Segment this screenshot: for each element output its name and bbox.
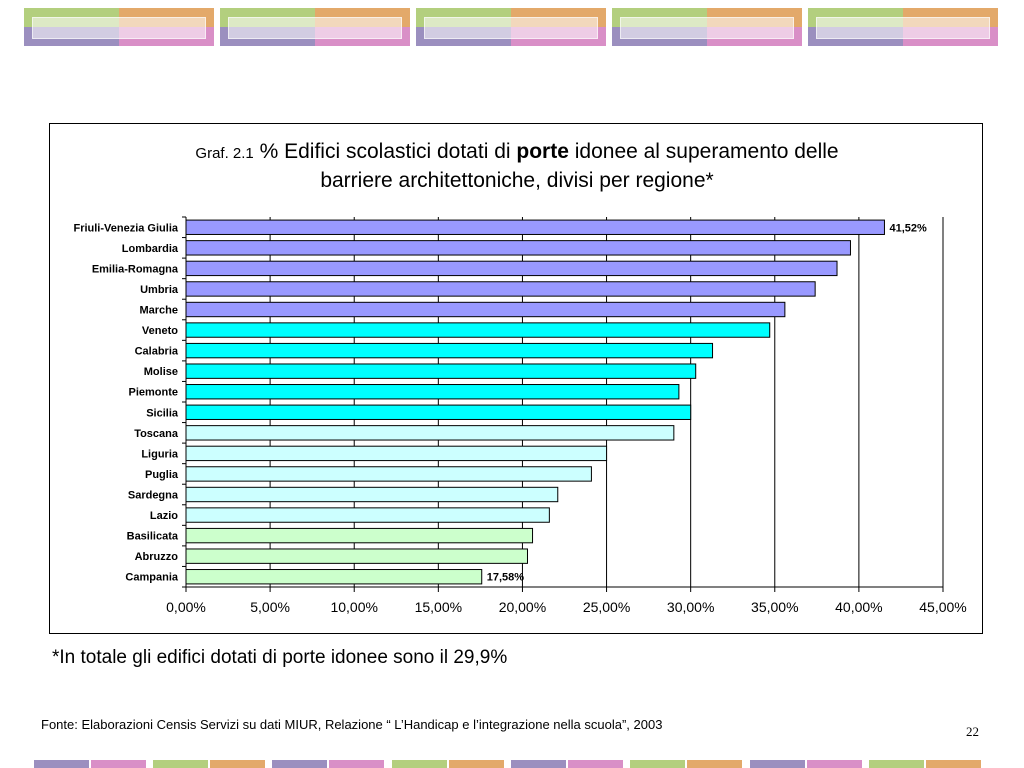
plot-area xyxy=(186,217,943,587)
bar xyxy=(185,240,851,256)
y-tick-label: Calabria xyxy=(135,346,179,358)
footer-bar xyxy=(449,760,504,768)
header-banner xyxy=(220,8,410,46)
bar xyxy=(185,260,838,277)
footer-bar xyxy=(687,760,742,768)
x-tick-label: 0,00% xyxy=(166,599,206,615)
chart-title-bold: porte xyxy=(516,140,569,163)
bar xyxy=(185,322,771,338)
page-number: 22 xyxy=(966,724,979,739)
y-tick-label: Abruzzo xyxy=(135,551,179,563)
x-tick-label: 10,00% xyxy=(330,599,377,615)
y-tick-label: Basilicata xyxy=(127,531,179,543)
bar xyxy=(185,548,528,564)
bar xyxy=(185,404,692,420)
bar xyxy=(185,486,559,503)
header-banner xyxy=(416,8,606,46)
data-label: 41,52% xyxy=(889,222,927,234)
footer-bar xyxy=(153,760,208,768)
x-tick-label: 15,00% xyxy=(415,599,462,615)
chart-title-line2: barriere architettoniche, divisi per reg… xyxy=(320,169,714,192)
x-tick-label: 40,00% xyxy=(835,599,882,615)
chart-title: Graf. 2.1 % Edifici scolastici dotati di… xyxy=(50,138,984,168)
bar xyxy=(185,219,885,235)
chart-title-part1: % Edifici scolastici dotati di xyxy=(259,140,511,163)
chart-frame: Graf. 2.1 % Edifici scolastici dotati di… xyxy=(49,123,983,634)
y-tick-label: Campania xyxy=(125,572,178,584)
footer-bar xyxy=(926,760,981,768)
header-banner xyxy=(808,8,998,46)
footer-bar xyxy=(630,760,685,768)
x-tick-label: 30,00% xyxy=(667,599,714,615)
footer-bar xyxy=(272,760,327,768)
x-tick-label: 25,00% xyxy=(583,599,630,615)
x-tick-label: 20,00% xyxy=(499,599,546,615)
y-tick-label: Friuli-Venezia Giulia xyxy=(73,222,178,234)
bar xyxy=(185,342,714,359)
bar xyxy=(185,445,608,462)
data-label: 17,58% xyxy=(487,572,525,584)
chart-title-part2: idonee al superamento delle xyxy=(574,140,839,163)
footnote: *In totale gli edifici dotati di porte i… xyxy=(52,647,508,668)
y-tick-label: Umbria xyxy=(140,284,179,296)
y-tick-label: Emilia-Romagna xyxy=(92,263,179,275)
x-tick-label: 5,00% xyxy=(250,599,290,615)
y-tick-label: Sicilia xyxy=(146,407,179,419)
footer-bar xyxy=(392,760,447,768)
bar xyxy=(185,281,816,297)
bar xyxy=(185,384,680,400)
bar xyxy=(185,425,675,441)
y-tick-label: Molise xyxy=(144,366,178,378)
footer-bar xyxy=(34,760,89,768)
bar xyxy=(185,301,786,318)
footer-bar xyxy=(869,760,924,768)
y-tick-label: Liguria xyxy=(141,448,179,460)
footer-bar xyxy=(210,760,265,768)
footer-bar xyxy=(568,760,623,768)
y-tick-label: Lazio xyxy=(150,510,178,522)
x-tick-label: 35,00% xyxy=(751,599,798,615)
y-tick-label: Veneto xyxy=(142,325,178,337)
y-tick-label: Toscana xyxy=(134,428,179,440)
bar xyxy=(185,569,483,585)
bar xyxy=(185,363,697,379)
y-tick-label: Marche xyxy=(139,305,178,317)
x-tick-label: 45,00% xyxy=(919,599,966,615)
header-banner xyxy=(612,8,802,46)
bar xyxy=(185,527,534,544)
bar xyxy=(185,507,550,523)
footer-bar xyxy=(807,760,862,768)
y-tick-label: Lombardia xyxy=(122,243,179,255)
y-tick-label: Piemonte xyxy=(128,387,178,399)
y-tick-label: Puglia xyxy=(145,469,179,481)
header-banner xyxy=(24,8,214,46)
bar xyxy=(185,466,592,482)
bar-chart: Friuli-Venezia Giulia Lombardia Emilia-Rom… xyxy=(73,216,967,615)
chart-title-prefix: Graf. 2.1 xyxy=(195,145,254,162)
source-citation: Fonte: Elaborazioni Censis Servizi su da… xyxy=(41,717,663,732)
footer-bar xyxy=(750,760,805,768)
footer-bar xyxy=(511,760,566,768)
footer-bar xyxy=(91,760,146,768)
y-tick-label: Sardegna xyxy=(128,490,179,502)
footer-bar xyxy=(329,760,384,768)
